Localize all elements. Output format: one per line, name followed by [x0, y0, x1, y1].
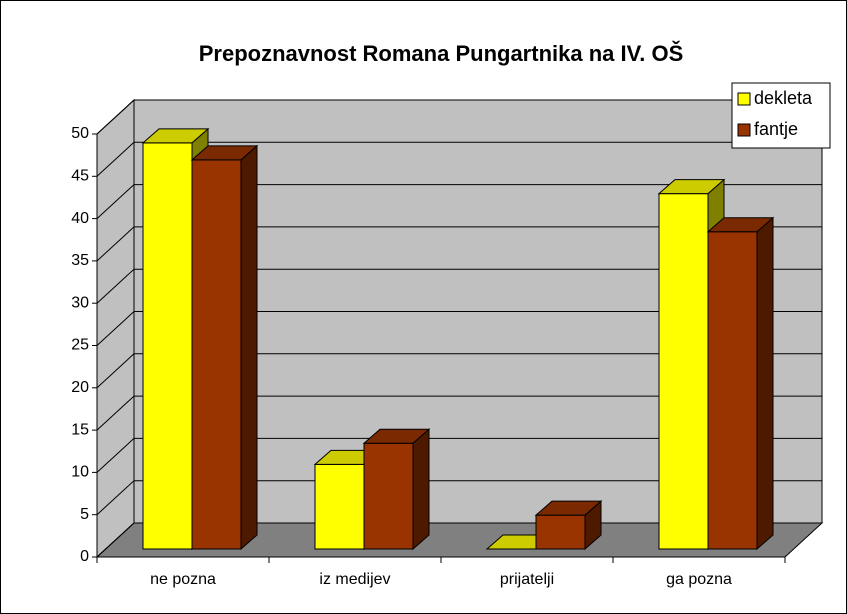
- bar-front: [191, 159, 242, 550]
- grid-line: [96, 268, 135, 304]
- y-tick-label: 10: [71, 464, 89, 481]
- y-tick-label: 0: [80, 548, 89, 565]
- x-tick-label: ga pozna: [666, 571, 732, 588]
- legend-label: fantje: [754, 119, 798, 139]
- bar-front: [535, 514, 586, 550]
- grid-line: [96, 395, 135, 431]
- y-tick-label: 40: [71, 210, 89, 227]
- grid-line: [96, 522, 135, 558]
- grid-line: [96, 311, 135, 346]
- y-tick-label: 15: [71, 421, 89, 438]
- bar-top: [141, 128, 210, 144]
- y-tick-label: 45: [71, 168, 89, 185]
- bar-top: [657, 179, 726, 195]
- y-tick-label: 50: [71, 125, 89, 142]
- bar-top: [534, 500, 603, 516]
- bar-side: [756, 216, 774, 551]
- y-tick-label: 35: [71, 252, 89, 269]
- bar-side: [412, 428, 430, 551]
- bar-front: [314, 463, 365, 550]
- bar-front: [707, 231, 758, 550]
- bar-top: [190, 145, 259, 161]
- legend-swatch: [737, 92, 751, 106]
- grid-line: [96, 141, 135, 177]
- bar-front: [363, 442, 414, 550]
- bar: [534, 500, 603, 551]
- y-tick-label: 5: [80, 506, 89, 523]
- bar-top: [362, 428, 431, 444]
- grid-line: [96, 184, 135, 219]
- bar-front: [142, 142, 193, 550]
- legend-label: dekleta: [754, 88, 813, 108]
- bar: [362, 428, 431, 551]
- grid-line: [96, 353, 135, 389]
- x-tick-label: prijatelji: [500, 571, 554, 588]
- x-tick-label: iz medijev: [319, 571, 390, 588]
- x-tick-label: ne pozna: [150, 571, 216, 588]
- grid-line: [96, 438, 135, 473]
- y-tick-label: 20: [71, 379, 89, 396]
- y-tick-label: 30: [71, 294, 89, 311]
- y-tick-label: 25: [71, 337, 89, 354]
- grid-line: [96, 480, 135, 516]
- legend-swatch: [737, 123, 751, 137]
- bar-top: [706, 217, 775, 233]
- bar-front: [658, 193, 709, 550]
- grid-line: [96, 99, 135, 135]
- bar: [706, 216, 775, 551]
- chart-title: Prepoznavnost Romana Pungartnika na IV. …: [199, 41, 684, 66]
- bar-side: [240, 144, 258, 551]
- grid-line: [96, 226, 135, 262]
- bar: [190, 144, 259, 551]
